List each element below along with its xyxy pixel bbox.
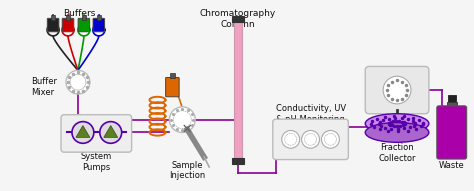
- Circle shape: [321, 130, 339, 148]
- Circle shape: [301, 130, 319, 148]
- Circle shape: [282, 130, 300, 148]
- Text: Buffers: Buffers: [63, 9, 95, 18]
- FancyBboxPatch shape: [47, 18, 59, 32]
- Bar: [51, 15, 55, 20]
- Text: Conductivity, UV
& pH Monitoring: Conductivity, UV & pH Monitoring: [275, 104, 346, 124]
- FancyBboxPatch shape: [273, 119, 348, 159]
- Text: Chromatography
Column: Chromatography Column: [200, 9, 276, 29]
- Bar: [231, 158, 245, 164]
- Bar: [97, 15, 101, 20]
- Bar: [448, 95, 456, 102]
- FancyBboxPatch shape: [62, 18, 74, 32]
- FancyBboxPatch shape: [78, 18, 90, 32]
- Text: Sample
Injection: Sample Injection: [169, 161, 205, 180]
- Bar: [66, 15, 70, 20]
- Text: Waste: Waste: [439, 161, 465, 170]
- Bar: [170, 73, 175, 78]
- Bar: [82, 15, 86, 20]
- Text: System
Pumps: System Pumps: [81, 152, 112, 172]
- FancyBboxPatch shape: [165, 78, 179, 97]
- Circle shape: [100, 122, 122, 143]
- Ellipse shape: [365, 123, 429, 142]
- FancyBboxPatch shape: [365, 66, 429, 114]
- Circle shape: [72, 122, 94, 143]
- Bar: [231, 16, 245, 22]
- Circle shape: [383, 76, 411, 104]
- Bar: [234, 22, 243, 158]
- Polygon shape: [76, 125, 90, 137]
- Circle shape: [169, 107, 195, 132]
- Circle shape: [66, 70, 90, 94]
- Ellipse shape: [365, 114, 429, 134]
- Bar: [447, 102, 457, 108]
- Polygon shape: [104, 125, 118, 137]
- FancyBboxPatch shape: [93, 18, 105, 32]
- Text: Fraction
Collector: Fraction Collector: [378, 143, 416, 163]
- Text: Buffer
Mixer: Buffer Mixer: [31, 77, 57, 97]
- FancyBboxPatch shape: [61, 115, 132, 152]
- FancyBboxPatch shape: [437, 106, 466, 159]
